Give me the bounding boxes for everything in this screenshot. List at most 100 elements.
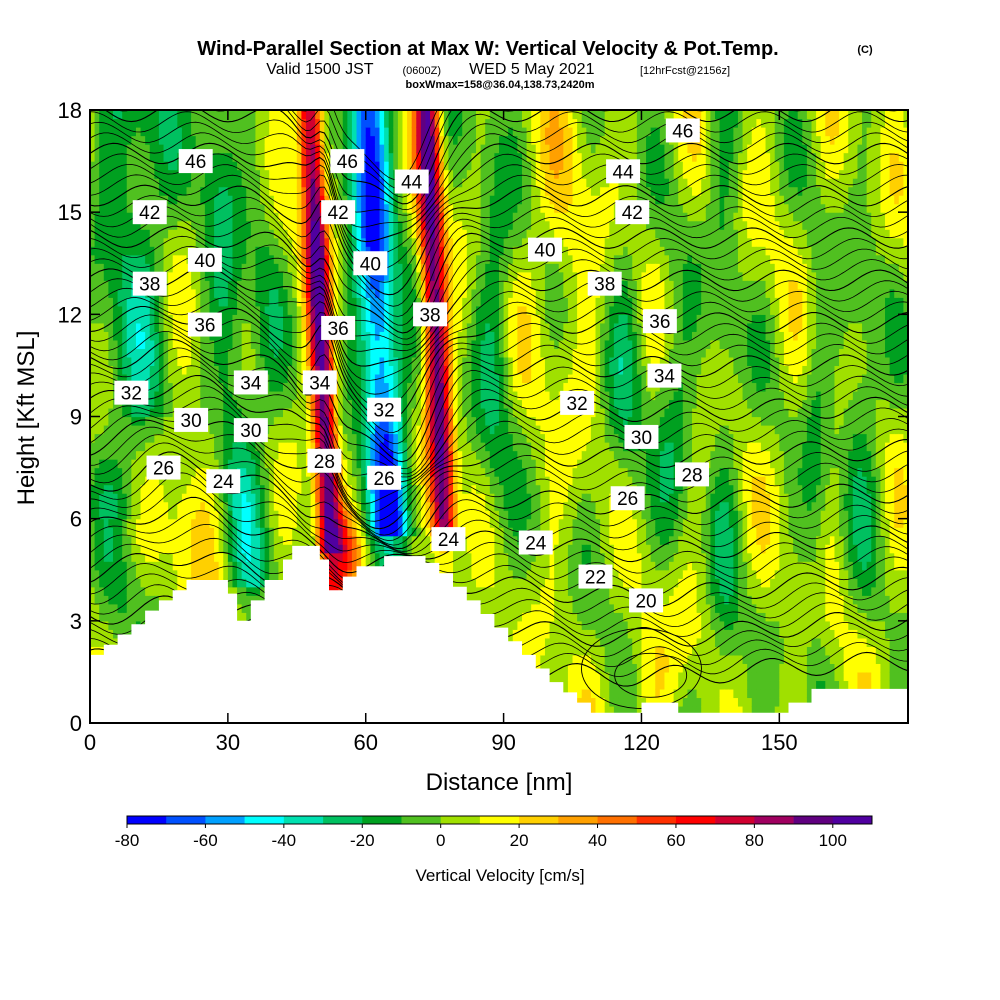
w-cell: [269, 246, 275, 256]
w-cell: [374, 178, 381, 188]
chart-subtitle: Valid 1500 JST (0600Z) WED 5 May 2021 [1…: [266, 61, 730, 78]
w-cell: [292, 373, 298, 384]
w-cell: [264, 552, 270, 562]
w-cell: [246, 603, 252, 613]
w-cell: [351, 356, 358, 367]
w-cell: [241, 390, 247, 401]
w-cell: [347, 373, 353, 384]
w-cell: [283, 518, 289, 528]
w-cell: [126, 493, 132, 503]
w-cell: [374, 152, 381, 162]
w-cell: [301, 314, 307, 324]
w-cell: [122, 569, 128, 579]
w-cell: [310, 510, 316, 520]
w-cell: [278, 501, 284, 511]
w-cell: [122, 629, 128, 639]
w-cell: [177, 127, 183, 137]
w-cell: [218, 561, 224, 571]
w-cell: [296, 152, 302, 162]
w-cell: [250, 510, 257, 520]
w-cell: [361, 220, 367, 230]
w-cell: [191, 544, 197, 554]
w-cell: [278, 297, 284, 307]
w-cell: [402, 288, 408, 298]
w-cell: [90, 271, 96, 281]
w-cell: [296, 237, 302, 247]
w-cell: [305, 314, 312, 324]
w-cell: [315, 169, 321, 179]
w-cell: [149, 152, 155, 162]
w-cell: [112, 348, 119, 358]
w-cell: [365, 544, 371, 554]
w-cell: [356, 195, 362, 205]
w-cell: [195, 552, 201, 562]
w-cell: [135, 263, 142, 273]
w-cell: [283, 322, 289, 332]
w-cell: [223, 442, 229, 452]
w-cell: [227, 518, 234, 528]
w-cell: [94, 297, 100, 307]
w-cell: [365, 433, 371, 443]
w-cell: [255, 569, 261, 579]
w-cell: [287, 416, 293, 426]
w-cell: [117, 280, 123, 290]
w-cell: [319, 195, 325, 205]
w-cell: [310, 203, 316, 213]
w-cell: [154, 373, 160, 384]
w-cell: [163, 493, 169, 503]
w-cell: [158, 399, 165, 409]
w-cell: [315, 501, 321, 511]
w-cell: [351, 135, 358, 145]
w-cell: [296, 254, 302, 264]
w-cell: [292, 459, 298, 469]
w-cell: [154, 493, 160, 503]
w-cell: [149, 382, 155, 392]
w-cell: [246, 152, 252, 162]
w-cell: [283, 169, 289, 179]
w-cell: [388, 348, 394, 358]
w-cell: [99, 518, 105, 528]
w-cell: [388, 527, 394, 537]
w-cell: [338, 433, 344, 443]
w-cell: [126, 603, 132, 613]
w-cell: [158, 254, 165, 264]
w-cell: [342, 399, 348, 409]
w-cell: [333, 552, 339, 562]
w-cell: [388, 220, 394, 230]
w-cell: [158, 152, 165, 162]
w-cell: [393, 297, 399, 307]
w-cell: [365, 110, 371, 120]
w-cell: [232, 297, 238, 307]
w-cell: [342, 450, 348, 460]
w-cell: [328, 365, 335, 375]
w-cell: [255, 144, 261, 154]
w-cell: [186, 339, 192, 349]
w-cell: [397, 127, 404, 137]
w-cell: [250, 501, 257, 511]
w-cell: [292, 382, 298, 392]
w-cell: [292, 450, 298, 460]
w-cell: [103, 442, 109, 452]
w-cell: [338, 110, 344, 120]
w-cell: [191, 569, 197, 579]
w-cell: [338, 288, 344, 298]
w-cell: [131, 578, 137, 588]
w-cell: [264, 442, 270, 452]
w-cell: [361, 118, 367, 128]
w-cell: [347, 467, 353, 477]
w-cell: [232, 161, 238, 171]
w-cell: [356, 229, 362, 239]
w-cell: [324, 425, 330, 435]
w-cell: [347, 459, 353, 469]
w-cell: [374, 271, 381, 281]
w-cell: [191, 365, 197, 375]
w-cell: [90, 510, 96, 520]
w-cell: [365, 510, 371, 520]
w-cell: [122, 169, 128, 179]
w-cell: [172, 212, 178, 222]
w-cell: [287, 212, 293, 222]
w-cell: [402, 459, 408, 469]
w-cell: [269, 476, 275, 486]
w-cell: [351, 442, 358, 452]
w-cell: [108, 135, 114, 145]
